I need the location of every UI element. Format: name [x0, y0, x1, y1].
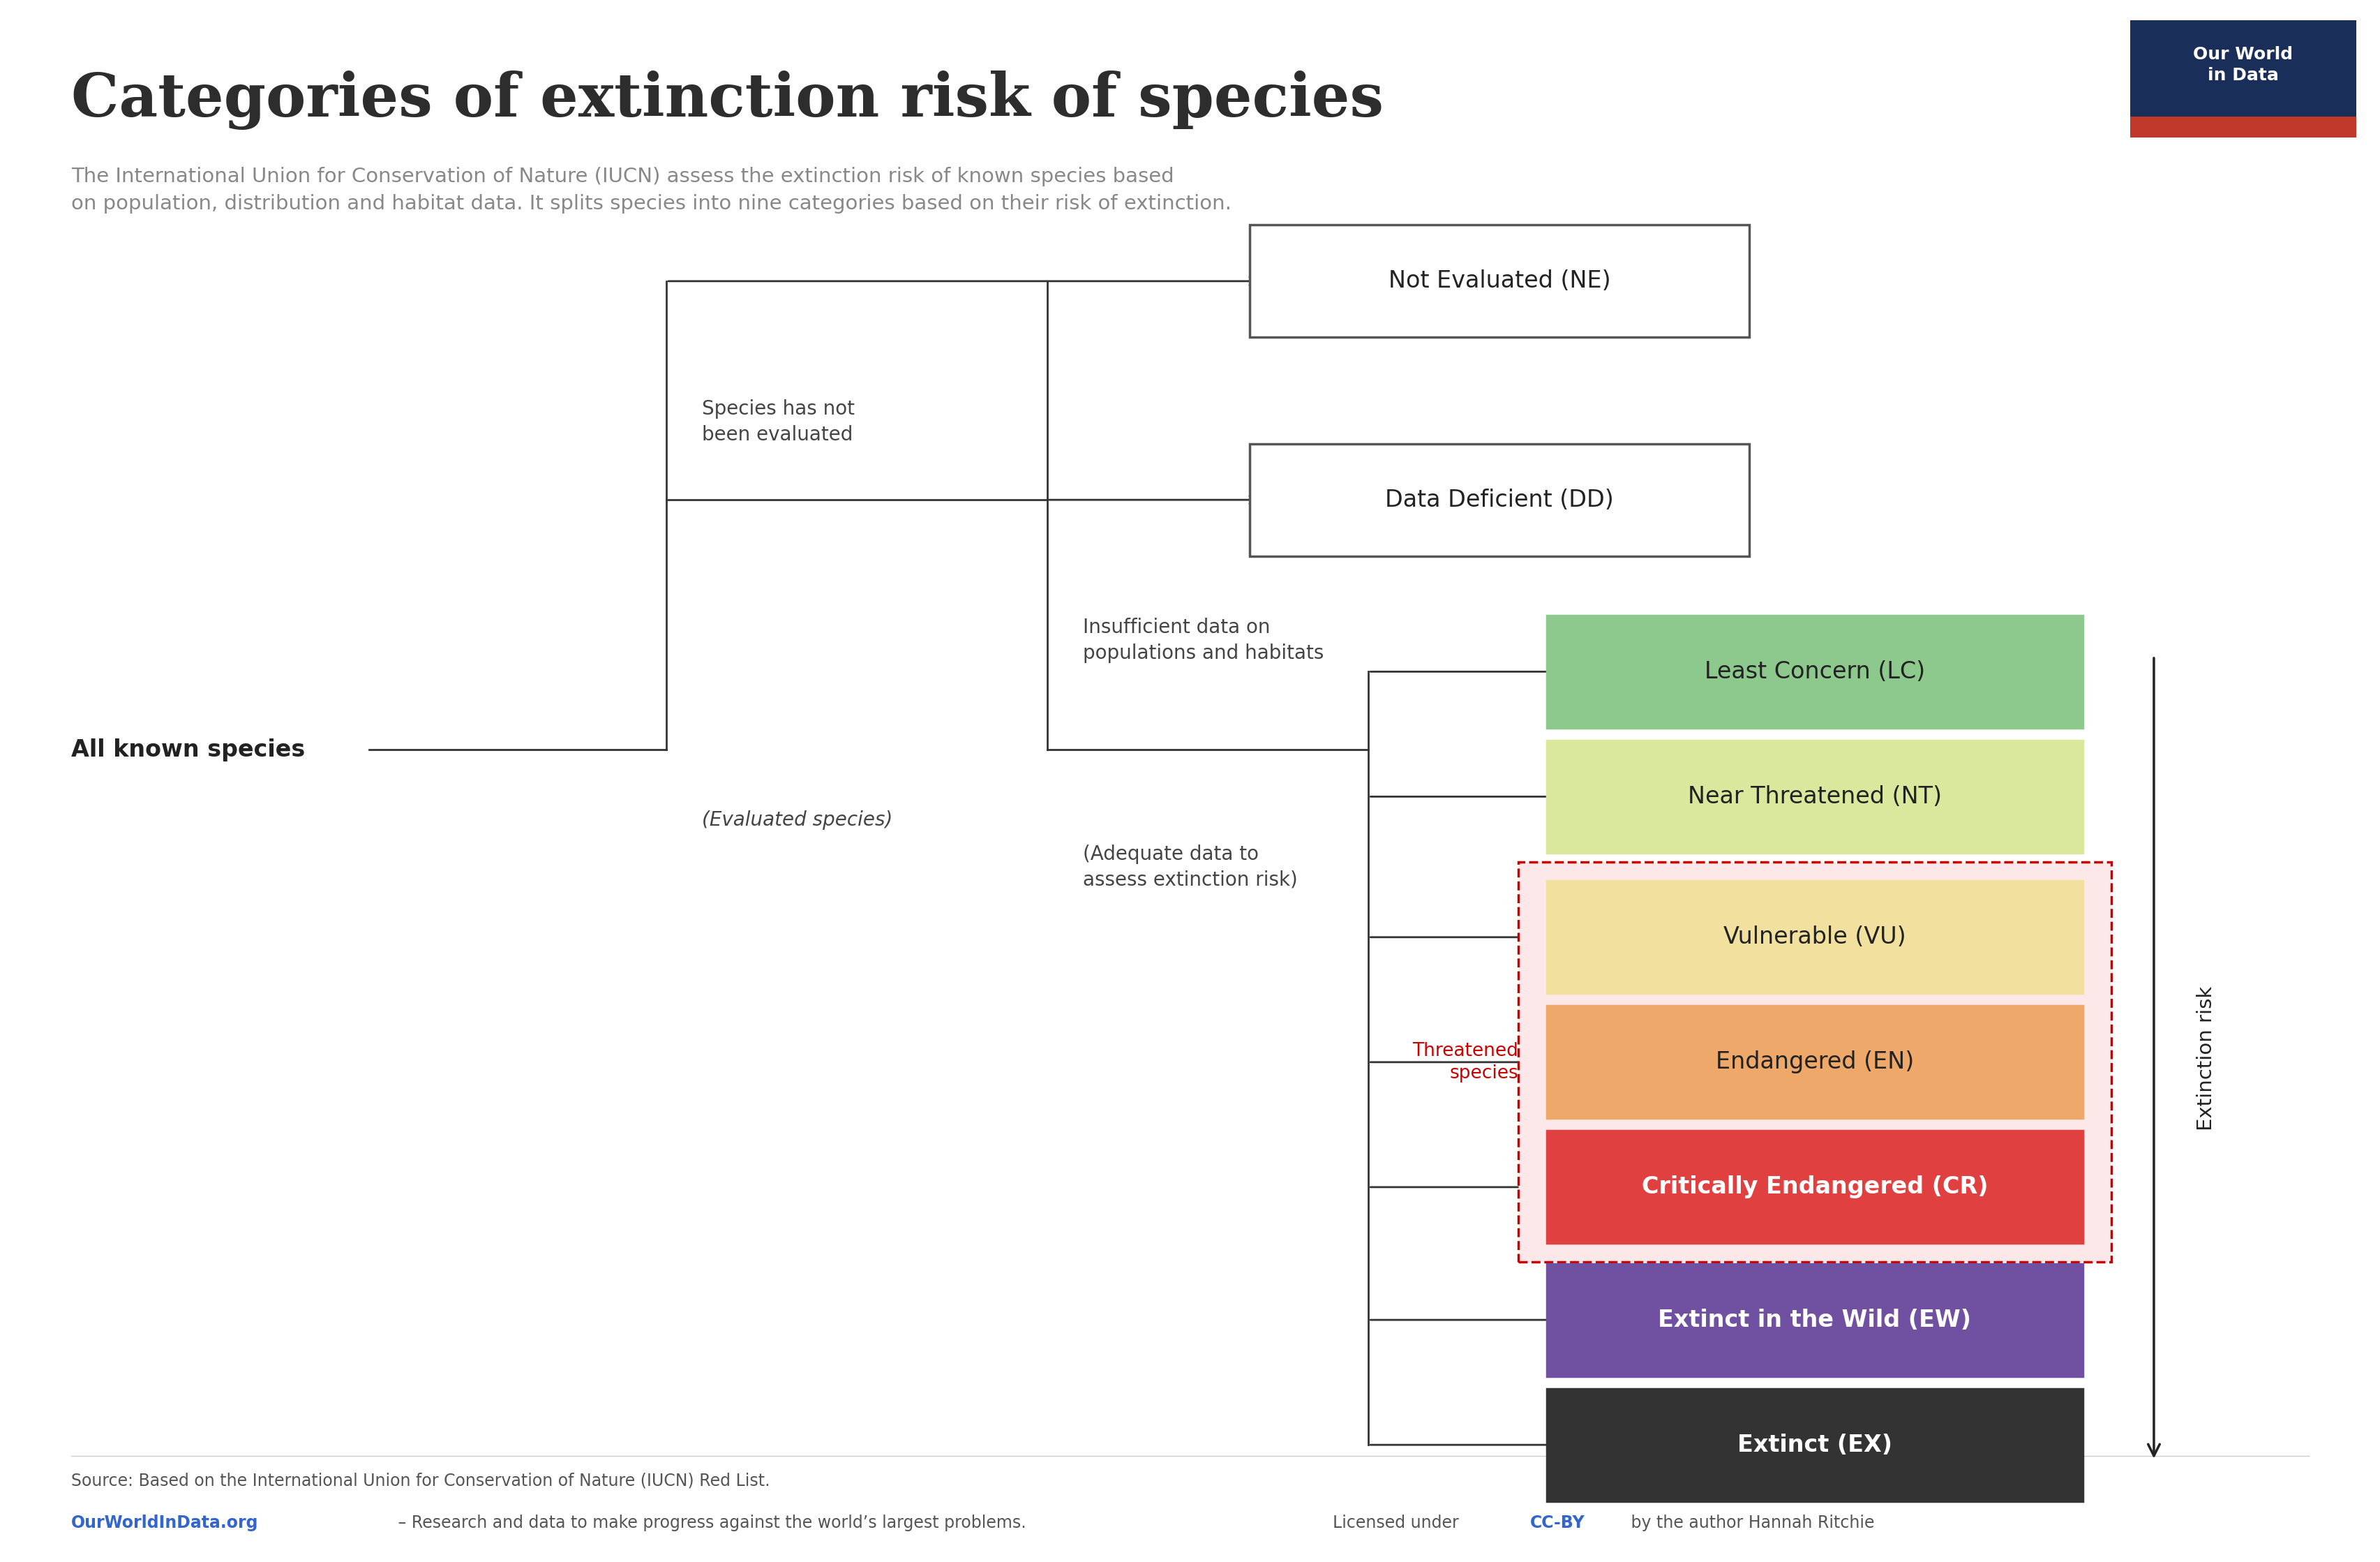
- FancyBboxPatch shape: [1547, 1264, 2082, 1376]
- Text: Not Evaluated (NE): Not Evaluated (NE): [1388, 270, 1611, 292]
- Text: Species has not
been evaluated: Species has not been evaluated: [702, 400, 854, 444]
- Text: Licensed under: Licensed under: [1333, 1515, 1464, 1531]
- Text: by the author Hannah Ritchie: by the author Hannah Ritchie: [1626, 1515, 1875, 1531]
- FancyBboxPatch shape: [1547, 881, 2082, 993]
- Text: Insufficient data on
populations and habitats: Insufficient data on populations and hab…: [1083, 619, 1323, 662]
- Text: (Adequate data to
assess extinction risk): (Adequate data to assess extinction risk…: [1083, 845, 1297, 889]
- FancyBboxPatch shape: [1547, 740, 2082, 853]
- FancyBboxPatch shape: [1547, 1006, 2082, 1118]
- Text: Categories of extinction risk of species: Categories of extinction risk of species: [71, 70, 1383, 130]
- FancyBboxPatch shape: [1518, 862, 2111, 1262]
- Text: OurWorldInData.org: OurWorldInData.org: [71, 1515, 259, 1531]
- Text: Source: Based on the International Union for Conservation of Nature (IUCN) Red L: Source: Based on the International Union…: [71, 1473, 771, 1489]
- Text: Near Threatened (NT): Near Threatened (NT): [1687, 786, 1942, 808]
- Text: Threatened
species: Threatened species: [1411, 1042, 1518, 1082]
- Text: Vulnerable (VU): Vulnerable (VU): [1723, 926, 1906, 948]
- Text: Endangered (EN): Endangered (EN): [1716, 1051, 1914, 1073]
- Text: Data Deficient (DD): Data Deficient (DD): [1385, 489, 1614, 511]
- FancyBboxPatch shape: [1547, 615, 2082, 728]
- FancyBboxPatch shape: [2130, 117, 2356, 137]
- Text: Our World
in Data: Our World in Data: [2194, 47, 2292, 83]
- Text: (Evaluated species): (Evaluated species): [702, 811, 892, 829]
- Text: Extinction risk: Extinction risk: [2197, 986, 2216, 1131]
- FancyBboxPatch shape: [1250, 225, 1749, 337]
- FancyBboxPatch shape: [1250, 444, 1749, 556]
- Text: Critically Endangered (CR): Critically Endangered (CR): [1642, 1176, 1987, 1198]
- Text: – Research and data to make progress against the world’s largest problems.: – Research and data to make progress aga…: [393, 1515, 1026, 1531]
- FancyBboxPatch shape: [1547, 1389, 2082, 1501]
- Text: All known species: All known species: [71, 739, 305, 761]
- FancyBboxPatch shape: [2130, 20, 2356, 137]
- FancyBboxPatch shape: [1547, 1131, 2082, 1243]
- Text: CC-BY: CC-BY: [1530, 1515, 1585, 1531]
- Text: Least Concern (LC): Least Concern (LC): [1704, 661, 1925, 683]
- Text: Extinct in the Wild (EW): Extinct in the Wild (EW): [1659, 1309, 1971, 1331]
- Text: Extinct (EX): Extinct (EX): [1737, 1434, 1892, 1456]
- Text: The International Union for Conservation of Nature (IUCN) assess the extinction : The International Union for Conservation…: [71, 167, 1233, 214]
